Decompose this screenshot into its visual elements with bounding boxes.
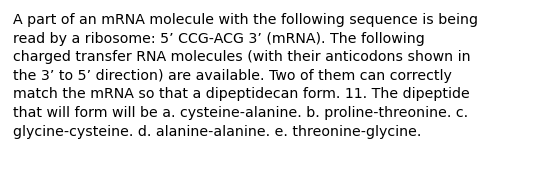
Text: A part of an mRNA molecule with the following sequence is being
read by a riboso: A part of an mRNA molecule with the foll… [13,13,478,139]
